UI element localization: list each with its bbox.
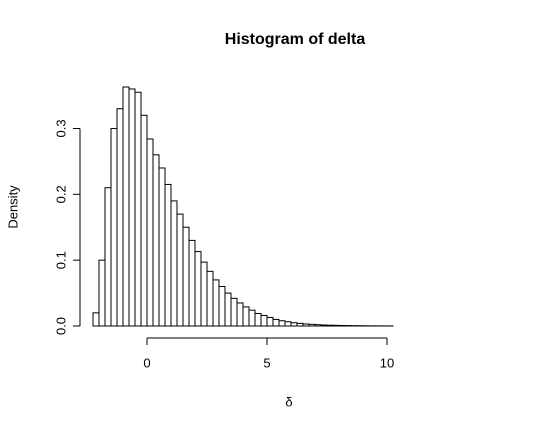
x-axis-label: δ <box>285 394 292 409</box>
bar <box>224 292 232 327</box>
y-tick-label: 0.0 <box>53 317 68 335</box>
bar <box>320 324 328 327</box>
bar <box>200 261 208 327</box>
bar <box>278 320 286 327</box>
bar <box>170 200 178 327</box>
bar <box>260 314 268 327</box>
bar <box>122 86 130 327</box>
bar <box>92 312 100 327</box>
bar <box>134 91 142 327</box>
bar <box>230 297 238 327</box>
bar <box>284 321 292 327</box>
bar <box>266 316 274 327</box>
bar <box>308 323 316 327</box>
bar <box>248 309 256 327</box>
bar <box>290 322 298 327</box>
bar <box>98 259 106 327</box>
bar <box>236 302 244 327</box>
x-tick-label: 10 <box>380 355 394 370</box>
bar <box>218 285 226 327</box>
bar <box>176 213 184 327</box>
y-tick-label: 0.2 <box>53 185 68 203</box>
y-tick-label: 0.1 <box>53 251 68 269</box>
bar <box>338 324 346 327</box>
bar <box>242 306 250 327</box>
bar <box>116 108 124 327</box>
bar <box>164 183 172 327</box>
x-tick-label: 5 <box>263 355 270 370</box>
bar <box>302 323 310 327</box>
bar <box>104 187 112 327</box>
bar <box>326 324 334 327</box>
bar <box>158 167 166 327</box>
bar <box>332 324 340 327</box>
bar <box>194 251 202 327</box>
bar <box>272 318 280 327</box>
bar <box>206 270 214 327</box>
bar <box>146 138 154 327</box>
bar <box>110 127 118 327</box>
bar <box>254 312 262 327</box>
bar <box>314 324 322 327</box>
y-tick-label: 0.3 <box>53 119 68 137</box>
bar <box>182 226 190 327</box>
bar <box>212 279 220 327</box>
bar <box>296 322 304 327</box>
x-tick-label: 0 <box>143 355 150 370</box>
y-axis-label: Density <box>5 185 20 229</box>
bar <box>128 88 136 327</box>
bar <box>152 154 160 327</box>
chart-title: Histogram of delta <box>225 31 366 48</box>
bar <box>140 114 148 327</box>
bar <box>188 239 196 327</box>
